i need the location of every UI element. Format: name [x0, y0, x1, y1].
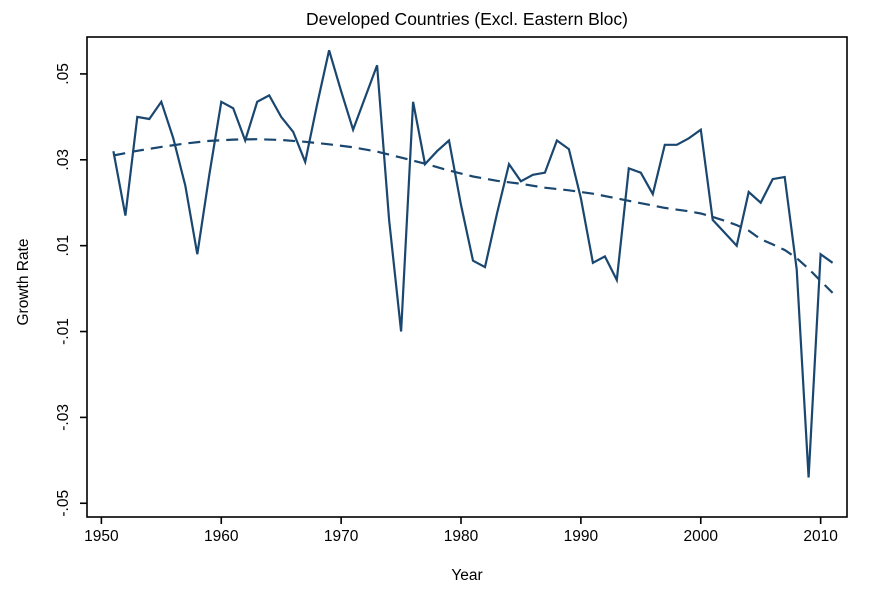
annual-growth-solid-line: [112, 49, 834, 478]
chart-title: Developed Countries (Excl. Eastern Bloc): [306, 9, 628, 29]
x-tick-label: 1950: [84, 528, 119, 545]
y-tick-label: .01: [55, 235, 72, 257]
smoothed-trend-dashed-line: [113, 138, 834, 294]
x-tick-label: 2000: [684, 528, 719, 545]
y-tick-label: -.01: [55, 318, 72, 345]
y-axis-label: Growth Rate: [15, 238, 32, 325]
x-axis-ticks: 1950 1960 1970 1980 1990 2000 2010: [84, 517, 838, 545]
x-axis-label: Year: [451, 567, 482, 584]
x-tick-label: 1960: [204, 528, 239, 545]
plot-frame: [86, 36, 848, 518]
y-tick-label: -.05: [55, 490, 72, 517]
x-tick-label: 2010: [803, 528, 838, 545]
y-tick-label: .05: [55, 63, 72, 85]
x-tick-label: 1980: [444, 528, 479, 545]
y-tick-label: .03: [55, 149, 72, 171]
y-tick-label: -.03: [55, 404, 72, 431]
x-tick-label: 1970: [324, 528, 359, 545]
x-tick-label: 1990: [564, 528, 599, 545]
y-axis-ticks: .05 .03 .01 -.01 -.03 -.05: [55, 63, 87, 517]
